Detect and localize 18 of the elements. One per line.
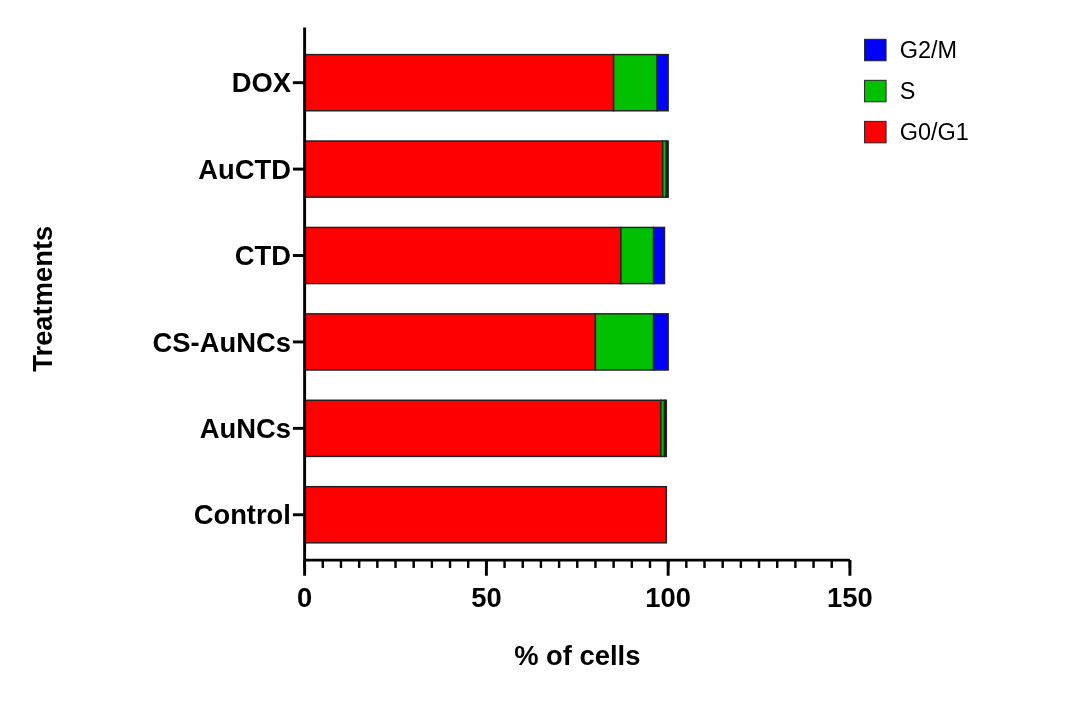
y-tick-label: AuCTD	[198, 153, 291, 185]
legend-label: G0/G1	[899, 119, 969, 146]
bar	[303, 399, 662, 458]
legend-label: S	[899, 78, 916, 105]
x-tick-label: 50	[471, 582, 502, 614]
y-tick-label: AuNCs	[199, 412, 291, 444]
y-tick-label: DOX	[231, 67, 292, 99]
x-tick-label: 150	[827, 582, 873, 614]
x-tick-label: 100	[645, 582, 691, 614]
y-tick-label: Control	[193, 499, 291, 531]
legend-label: G2/M	[899, 37, 958, 64]
y-tick-label: CS-AuNCs	[152, 326, 291, 358]
y-axis-title: Treatments	[26, 225, 58, 372]
x-tick-label: 0	[297, 582, 313, 614]
bar	[303, 485, 668, 544]
x-axis-title: % of cells	[514, 639, 641, 671]
y-tick-label: CTD	[234, 240, 291, 272]
bar	[303, 140, 664, 198]
